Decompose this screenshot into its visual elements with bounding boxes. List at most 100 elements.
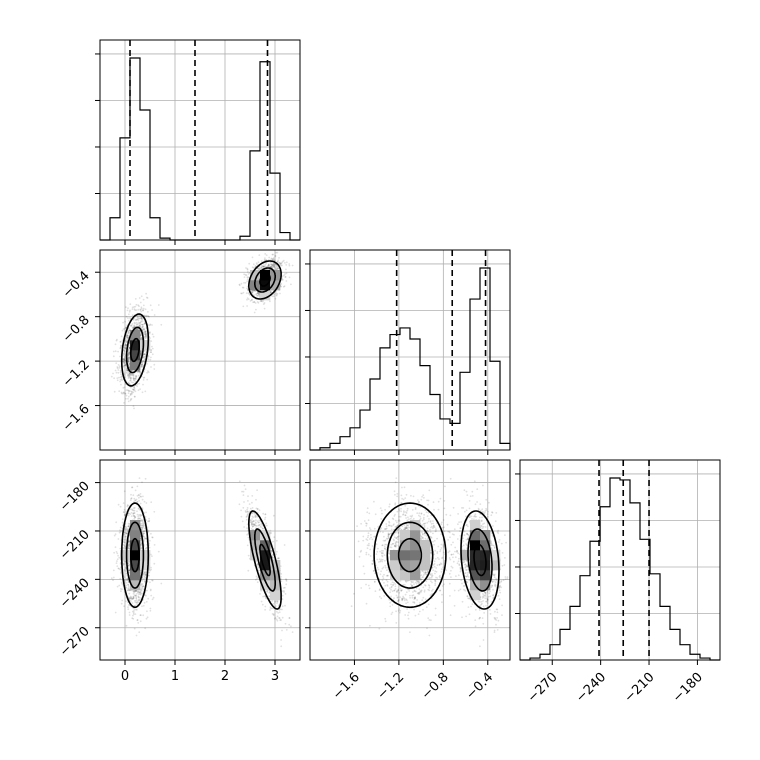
sample-point (276, 602, 278, 605)
sample-point (120, 383, 122, 386)
sample-point (125, 306, 127, 308)
sample-point (139, 620, 142, 623)
sample-point (264, 253, 267, 255)
sample-point (119, 530, 122, 533)
sample-point (130, 497, 133, 500)
sample-point (124, 535, 127, 538)
sample-point (127, 381, 130, 384)
sample-point (140, 306, 143, 309)
sample-point (127, 512, 130, 515)
sample-point (144, 333, 147, 335)
sample-point (254, 521, 257, 524)
sample-point (142, 328, 145, 331)
sample-point (142, 356, 145, 359)
sample-point (133, 608, 136, 610)
sample-point (280, 645, 283, 648)
sample-point (121, 521, 124, 524)
sample-point (255, 560, 257, 563)
sample-point (272, 263, 275, 265)
tick-label-x: −270 (525, 670, 561, 706)
sample-point (143, 580, 146, 582)
sample-point (127, 377, 130, 379)
sample-point (255, 293, 257, 296)
sample-point (281, 260, 284, 263)
sample-point (119, 529, 121, 531)
sample-point (120, 582, 123, 584)
sample-point (261, 603, 264, 606)
panel-p1-p1 (95, 39, 301, 245)
sample-point (128, 372, 131, 375)
sample-point (261, 524, 264, 527)
sample-point (119, 369, 122, 372)
sample-point (263, 265, 265, 268)
sample-point (132, 514, 135, 517)
sample-point (136, 513, 139, 516)
sample-point (250, 519, 252, 522)
sample-point (160, 323, 163, 326)
sample-point (123, 563, 126, 565)
sample-point (251, 518, 253, 520)
sample-point (123, 386, 126, 389)
sample-point (129, 374, 131, 377)
sample-point (137, 308, 140, 311)
sample-point (255, 575, 258, 578)
sample-point (133, 590, 136, 593)
sample-point (260, 526, 262, 529)
sample-point (270, 265, 272, 268)
sample-point (125, 344, 127, 347)
sample-point (113, 390, 116, 393)
sample-point (134, 516, 137, 519)
sample-point (125, 371, 128, 374)
panel-p2-p1: −1.6−1.2−0.8−0.4 (60, 249, 301, 455)
sample-point (276, 615, 279, 618)
sample-point (257, 293, 260, 296)
sample-point (148, 315, 150, 318)
sample-point (144, 627, 147, 630)
sample-point (272, 295, 275, 298)
sample-point (144, 390, 147, 393)
sample-point (252, 523, 255, 526)
sample-point (145, 600, 148, 603)
sample-point (147, 370, 149, 372)
sample-point (284, 593, 287, 595)
sample-point (115, 362, 118, 364)
sample-point (127, 349, 130, 351)
sample-point (141, 579, 144, 582)
sample-point (140, 350, 143, 352)
sample-point (276, 251, 279, 254)
sample-point (141, 507, 144, 510)
sample-point (126, 589, 129, 592)
sample-point (272, 264, 274, 267)
sample-point (130, 386, 132, 389)
sample-point (257, 565, 259, 568)
sample-point (128, 372, 131, 374)
sample-point (130, 377, 132, 380)
sample-point (112, 372, 114, 375)
sample-point (280, 262, 282, 265)
sample-point (135, 377, 137, 380)
sample-point (123, 511, 125, 514)
sample-point (280, 578, 282, 581)
sample-point (128, 332, 131, 334)
sample-point (122, 357, 125, 360)
sample-point (123, 359, 126, 362)
sample-point (247, 292, 250, 294)
sample-point (131, 308, 134, 310)
sample-point (283, 544, 286, 546)
sample-point (130, 393, 133, 395)
tick-label-y: −1.6 (60, 402, 93, 435)
sample-point (126, 374, 129, 377)
sample-point (129, 508, 132, 511)
sample-point (130, 374, 133, 376)
sample-point (127, 583, 129, 586)
sample-point (133, 306, 135, 308)
panel-content (110, 251, 294, 410)
sample-point (127, 543, 130, 546)
sample-point (128, 614, 131, 616)
sample-point (127, 352, 130, 355)
sample-point (137, 328, 140, 331)
sample-point (257, 524, 259, 527)
sample-point (145, 574, 147, 576)
sample-point (256, 294, 259, 297)
sample-point (141, 481, 143, 484)
